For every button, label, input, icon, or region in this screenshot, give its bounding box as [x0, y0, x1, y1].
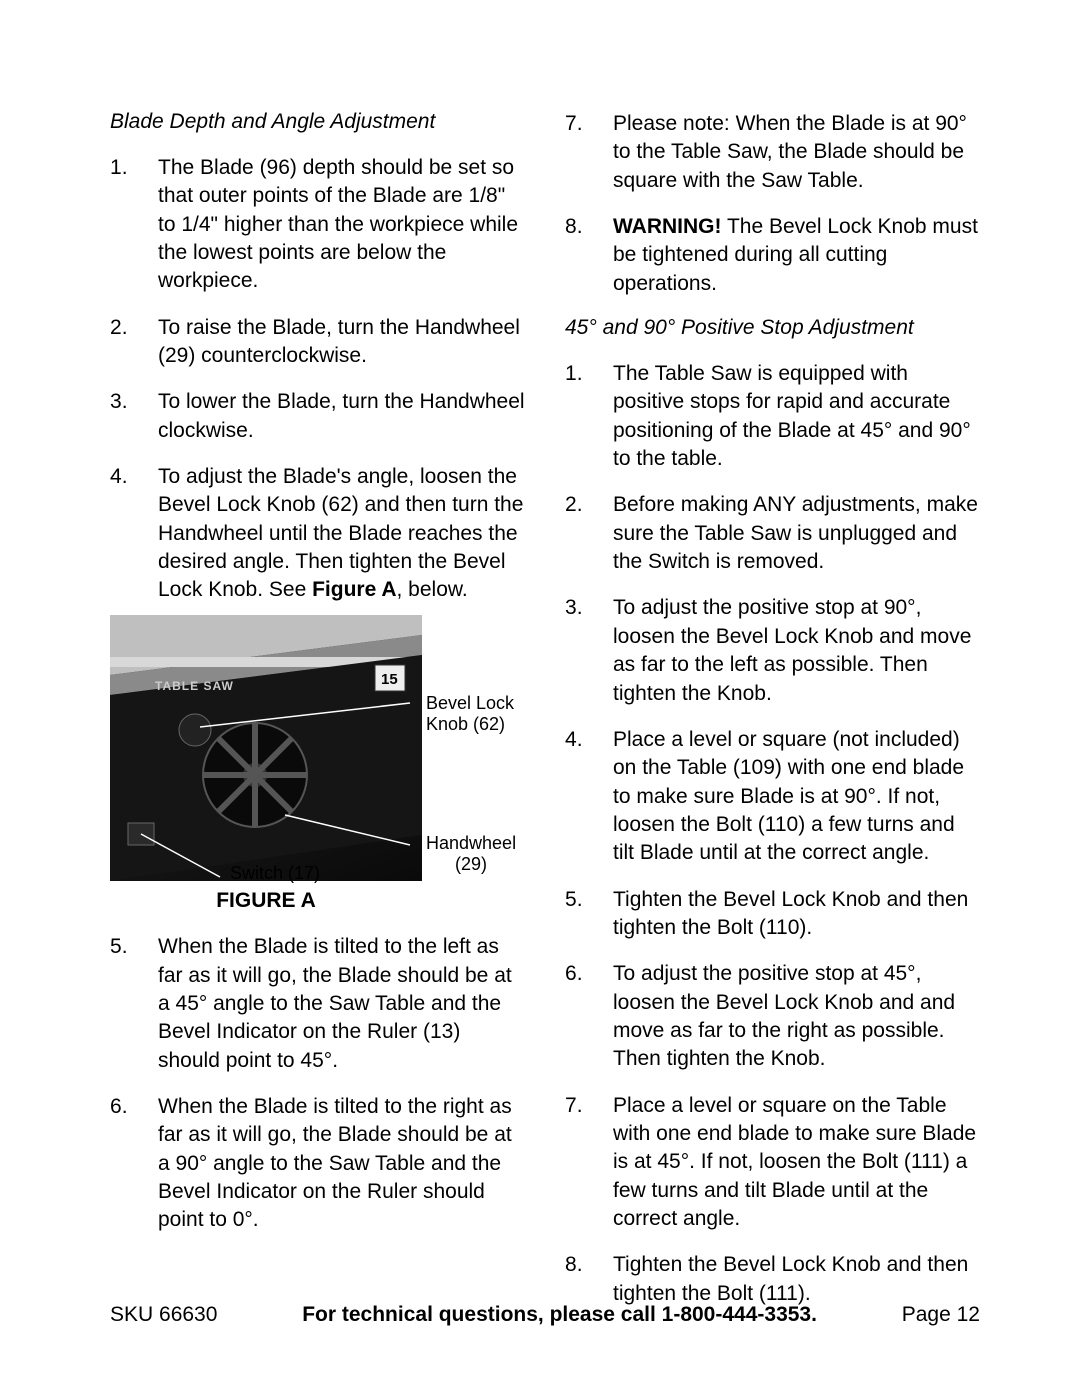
right-top-list: Please note: When the Blade is at 90° to… [565, 110, 980, 298]
right-section-title: 45° and 90° Positive Stop Adjustment [565, 316, 980, 340]
callout-bevel-line2: Knob (62) [426, 714, 505, 734]
right-bottom-item-8: Tighten the Bevel Lock Knob and then tig… [565, 1251, 980, 1308]
svg-text:TABLE SAW: TABLE SAW [155, 679, 234, 693]
two-column-layout: Blade Depth and Angle Adjustment The Bla… [110, 110, 980, 1326]
right-bottom-list: The Table Saw is equipped with positive … [565, 360, 980, 1308]
callout-bevel-lock: Bevel Lock Knob (62) [426, 693, 514, 734]
left-section-title: Blade Depth and Angle Adjustment [110, 110, 525, 134]
figure-a-image: TABLE SAW 15 [110, 615, 422, 881]
left-item-5: When the Blade is tilted to the left as … [110, 933, 525, 1075]
left-item-4: To adjust the Blade's angle, loosen the … [110, 463, 525, 915]
footer-page: Page 12 [902, 1303, 980, 1327]
callout-handwheel: Handwheel (29) [426, 833, 516, 874]
right-top-item-8-bold: WARNING! [613, 215, 722, 238]
footer-sku: SKU 66630 [110, 1303, 217, 1327]
page-footer: SKU 66630 For technical questions, pleas… [110, 1303, 980, 1327]
figure-a-block: TABLE SAW 15 B [110, 615, 525, 915]
right-bottom-item-4: Place a level or square (not included) o… [565, 726, 980, 868]
right-bottom-item-1: The Table Saw is equipped with positive … [565, 360, 980, 473]
right-bottom-item-5: Tighten the Bevel Lock Knob and then tig… [565, 886, 980, 943]
left-list: The Blade (96) depth should be set so th… [110, 154, 525, 1235]
left-item-1: The Blade (96) depth should be set so th… [110, 154, 525, 296]
figure-a-caption: FIGURE A [110, 887, 422, 915]
right-bottom-item-3: To adjust the positive stop at 90°, loos… [565, 594, 980, 707]
left-column: Blade Depth and Angle Adjustment The Bla… [110, 110, 525, 1326]
left-item-6: When the Blade is tilted to the right as… [110, 1093, 525, 1235]
callout-switch: Switch (17) [230, 863, 320, 884]
svg-text:15: 15 [381, 671, 398, 688]
left-item-3: To lower the Blade, turn the Handwheel c… [110, 388, 525, 445]
right-top-item-8: WARNING! The Bevel Lock Knob must be tig… [565, 213, 980, 298]
left-item-2: To raise the Blade, turn the Handwheel (… [110, 314, 525, 371]
callout-handwheel-line1: Handwheel [426, 833, 516, 853]
callout-handwheel-line2: (29) [455, 854, 487, 874]
right-bottom-item-6: To adjust the positive stop at 45°, loos… [565, 960, 980, 1073]
right-bottom-item-7: Place a level or square on the Table wit… [565, 1092, 980, 1234]
left-item-4-post: , below. [397, 578, 468, 601]
right-bottom-item-2: Before making ANY adjustments, make sure… [565, 491, 980, 576]
right-column: Please note: When the Blade is at 90° to… [565, 110, 980, 1326]
left-item-4-bold: Figure A [312, 578, 396, 601]
callout-bevel-line1: Bevel Lock [426, 693, 514, 713]
right-top-item-7: Please note: When the Blade is at 90° to… [565, 110, 980, 195]
footer-phone: For technical questions, please call 1-8… [302, 1303, 817, 1327]
